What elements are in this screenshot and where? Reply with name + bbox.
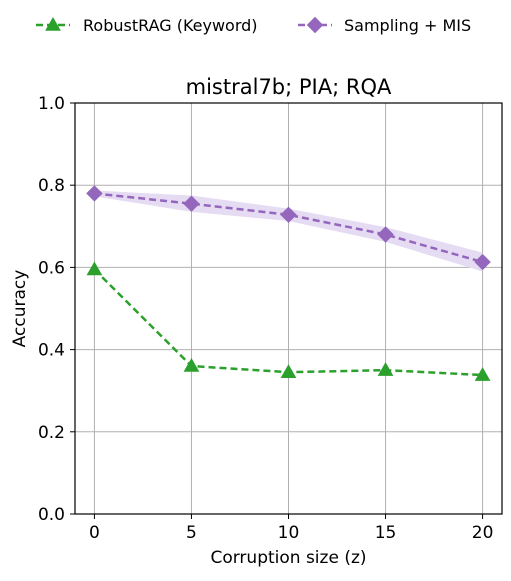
x-tick-label: 0	[89, 523, 100, 543]
x-tick-label: 5	[186, 523, 197, 543]
x-tick-label: 15	[375, 523, 397, 543]
data-point-sampling-mis	[86, 185, 103, 202]
data-point-robustrag-keyword	[377, 362, 394, 376]
data-point-robustrag-keyword	[474, 367, 491, 381]
data-point-robustrag-keyword	[280, 364, 297, 378]
chart-title: mistral7b; PIA; RQA	[186, 75, 392, 99]
x-axis-ticks: 0 5 10 15 20	[89, 514, 493, 543]
y-tick-label: 0.8	[38, 176, 65, 196]
data-point-robustrag-keyword	[86, 261, 103, 276]
x-tick-label: 20	[472, 523, 494, 543]
x-axis-label: Corruption size (z)	[210, 548, 366, 568]
data-point-sampling-mis	[183, 195, 200, 212]
legend-entry-sampling-mis: Sampling + MIS	[298, 16, 471, 35]
y-tick-label: 0.2	[38, 423, 65, 443]
series-layer	[86, 185, 491, 381]
y-tick-label: 1.0	[38, 94, 65, 114]
data-point-sampling-mis	[377, 226, 394, 243]
legend-label-robustrag: RobustRAG (Keyword)	[83, 16, 258, 35]
y-tick-label: 0.6	[38, 258, 65, 278]
data-point-robustrag-keyword	[183, 358, 200, 372]
legend-label-sampling-mis: Sampling + MIS	[344, 16, 471, 35]
y-tick-label: 0.0	[38, 505, 65, 525]
legend-marker-robustrag	[45, 16, 61, 31]
y-axis-label: Accuracy	[10, 270, 30, 348]
grid	[75, 102, 502, 515]
y-axis-ticks: 0.0 0.2 0.4 0.6 0.8 1.0	[38, 94, 75, 525]
data-point-sampling-mis	[280, 206, 297, 223]
legend: RobustRAG (Keyword) Sampling + MIS	[36, 16, 471, 35]
legend-marker-sampling-mis	[306, 16, 324, 34]
data-point-sampling-mis	[474, 253, 491, 271]
legend-entry-robustrag: RobustRAG (Keyword)	[36, 16, 258, 35]
x-tick-label: 10	[278, 523, 300, 543]
y-tick-label: 0.4	[38, 341, 65, 361]
